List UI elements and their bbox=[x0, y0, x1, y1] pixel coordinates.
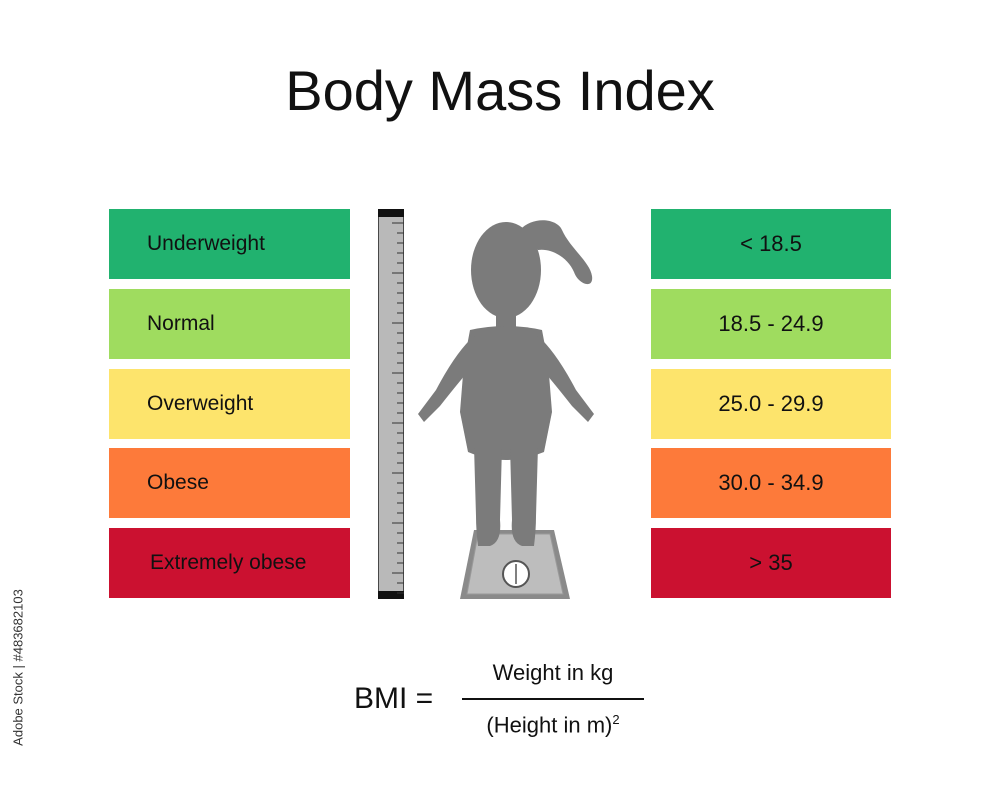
category-label-underweight: Underweight bbox=[109, 209, 350, 279]
category-label-normal: Normal bbox=[109, 289, 350, 359]
range-overweight: 25.0 - 29.9 bbox=[651, 369, 891, 439]
bmi-formula: BMI = Weight in kg (Height in m)2 bbox=[354, 660, 654, 750]
height-ruler-icon bbox=[378, 209, 404, 599]
stock-id-watermark: Adobe Stock | #483682103 bbox=[8, 560, 28, 780]
range-extremely-obese: > 35 bbox=[651, 528, 891, 598]
formula-exponent: 2 bbox=[612, 712, 620, 727]
denominator-text: (Height in m) bbox=[486, 712, 613, 738]
formula-denominator: (Height in m)2 bbox=[462, 712, 644, 738]
page-title: Body Mass Index bbox=[285, 59, 715, 122]
bathroom-scale-icon bbox=[460, 530, 570, 599]
category-label-obese: Obese bbox=[109, 448, 350, 518]
range-normal: 18.5 - 24.9 bbox=[651, 289, 891, 359]
girl-silhouette-icon bbox=[418, 220, 594, 599]
stock-id-text: Adobe Stock | #483682103 bbox=[10, 589, 26, 746]
category-label-overweight: Overweight bbox=[109, 369, 350, 439]
range-obese: 30.0 - 34.9 bbox=[651, 448, 891, 518]
formula-numerator: Weight in kg bbox=[492, 660, 614, 685]
category-label-extremely-obese: Extremely obese bbox=[109, 528, 350, 598]
range-underweight: < 18.5 bbox=[651, 209, 891, 279]
fraction-bar bbox=[462, 698, 644, 700]
formula-lhs: BMI = bbox=[354, 682, 434, 715]
